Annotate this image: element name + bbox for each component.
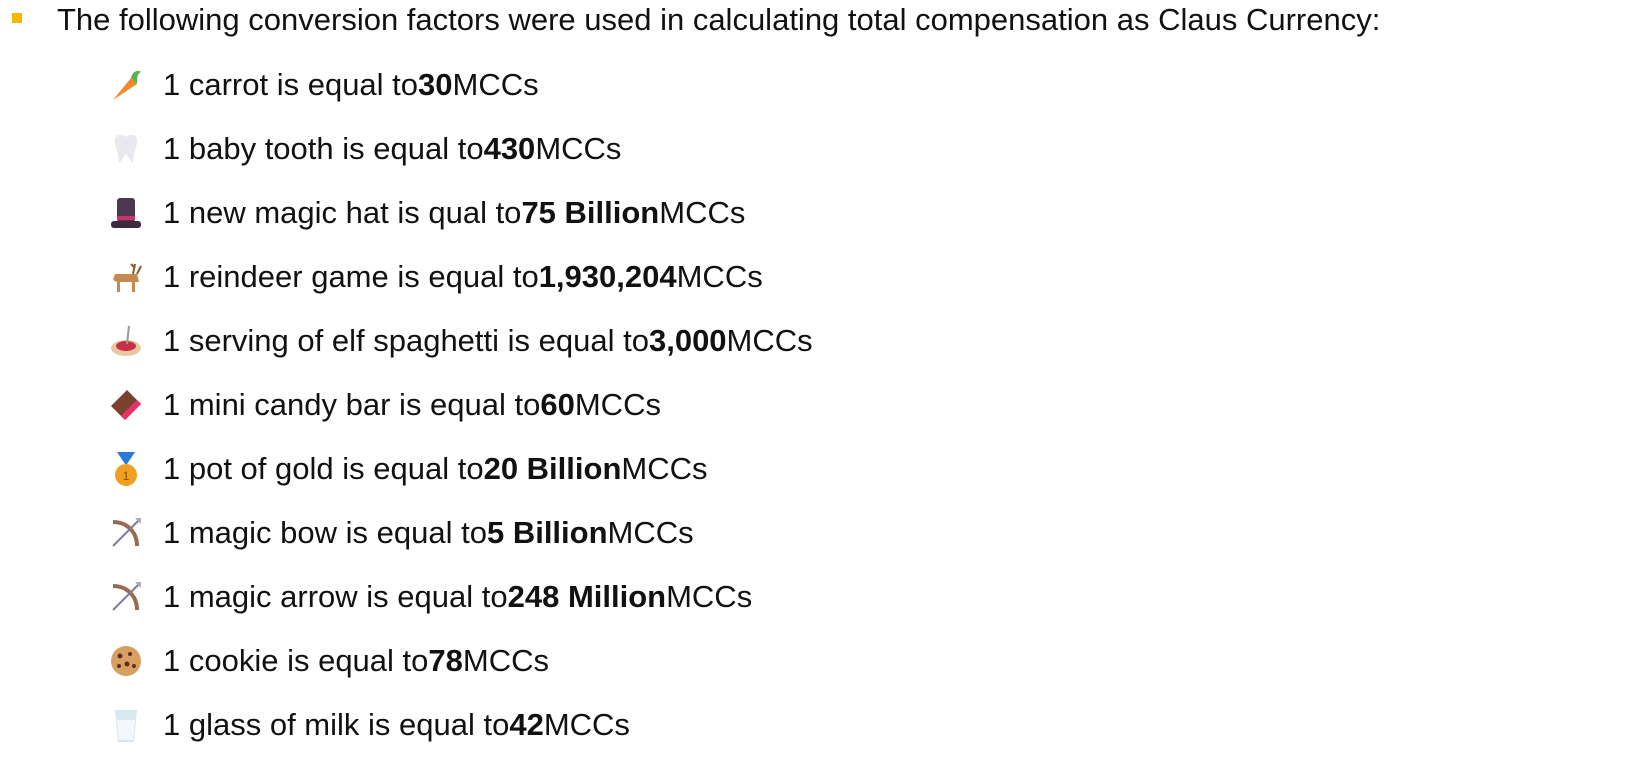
item-amount: 60 bbox=[540, 387, 575, 422]
svg-text:1: 1 bbox=[123, 469, 130, 483]
item-unit: MCCs bbox=[535, 131, 622, 166]
item-icon bbox=[115, 710, 137, 742]
item-unit: MCCs bbox=[666, 579, 753, 614]
conversion-row: 1 new magic hat is qual to 75 Billion MC… bbox=[107, 191, 745, 235]
item-text: 1 baby tooth is equal to bbox=[163, 131, 484, 166]
item-text: 1 new magic hat is qual to bbox=[163, 195, 522, 230]
conversion-row: 1 baby tooth is equal to 430 MCCs bbox=[107, 127, 621, 171]
item-unit: MCCs bbox=[574, 387, 661, 422]
conversion-row: 1 magic arrow is equal to 248 Million MC… bbox=[107, 575, 752, 619]
conversion-row: 1 magic bow is equal to 5 Billion MCCs bbox=[107, 511, 694, 555]
item-text: 1 serving of elf spaghetti is equal to bbox=[163, 323, 649, 358]
item-icon: 1 bbox=[115, 452, 137, 486]
item-text: 1 magic arrow is equal to bbox=[163, 579, 508, 614]
item-icon bbox=[115, 135, 137, 163]
item-icon bbox=[112, 518, 141, 547]
item-amount: 78 bbox=[428, 643, 463, 678]
item-amount: 5 Billion bbox=[486, 515, 608, 550]
item-unit: MCCs bbox=[676, 259, 763, 294]
item-text: 1 magic bow is equal to bbox=[163, 515, 487, 550]
item-amount: 248 Million bbox=[507, 579, 667, 614]
item-text: 1 mini candy bar is equal to bbox=[163, 387, 541, 422]
item-unit: MCCs bbox=[726, 323, 813, 358]
item-unit: MCCs bbox=[659, 195, 746, 230]
item-unit: MCCs bbox=[607, 515, 694, 550]
intro-text: The following conversion factors were us… bbox=[57, 2, 1381, 37]
conversion-row: 1 reindeer game is equal to 1,930,204 MC… bbox=[107, 255, 763, 299]
conversion-row: 1 mini candy bar is equal to 60 MCCs bbox=[107, 383, 661, 427]
conversion-row: 1 serving of elf spaghetti is equal to 3… bbox=[107, 319, 813, 363]
item-amount: 42 bbox=[509, 707, 544, 742]
item-icon bbox=[111, 646, 141, 676]
item-icon bbox=[111, 325, 141, 356]
item-unit: MCCs bbox=[621, 451, 708, 486]
conversion-row: 1 1 pot of gold is equal to 20 Billion MC… bbox=[107, 447, 708, 491]
item-text: 1 reindeer game is equal to bbox=[163, 259, 539, 294]
item-amount: 75 Billion bbox=[521, 195, 660, 230]
item-amount: 3,000 bbox=[648, 323, 727, 358]
item-icon bbox=[112, 582, 141, 611]
item-amount: 30 bbox=[418, 67, 453, 102]
bullet bbox=[12, 13, 22, 23]
conversion-row: 1 glass of milk is equal to 42 MCCs bbox=[107, 703, 630, 747]
item-amount: 1,930,204 bbox=[538, 259, 677, 294]
item-text: 1 carrot is equal to bbox=[163, 67, 419, 102]
item-icon bbox=[113, 263, 142, 292]
conversion-row: 1 carrot is equal to 30 MCCs bbox=[107, 63, 539, 107]
item-amount: 20 Billion bbox=[483, 451, 622, 486]
item-text: 1 glass of milk is equal to bbox=[163, 707, 510, 742]
conversion-row: 1 cookie is equal to 78 MCCs bbox=[107, 639, 549, 683]
item-amount: 430 bbox=[483, 131, 536, 166]
item-unit: MCCs bbox=[462, 643, 549, 678]
item-icon bbox=[111, 390, 141, 420]
item-text: 1 pot of gold is equal to bbox=[163, 451, 484, 486]
item-icon bbox=[113, 70, 141, 100]
item-text: 1 cookie is equal to bbox=[163, 643, 429, 678]
item-unit: MCCs bbox=[452, 67, 539, 102]
item-unit: MCCs bbox=[543, 707, 630, 742]
item-icon bbox=[111, 198, 141, 228]
